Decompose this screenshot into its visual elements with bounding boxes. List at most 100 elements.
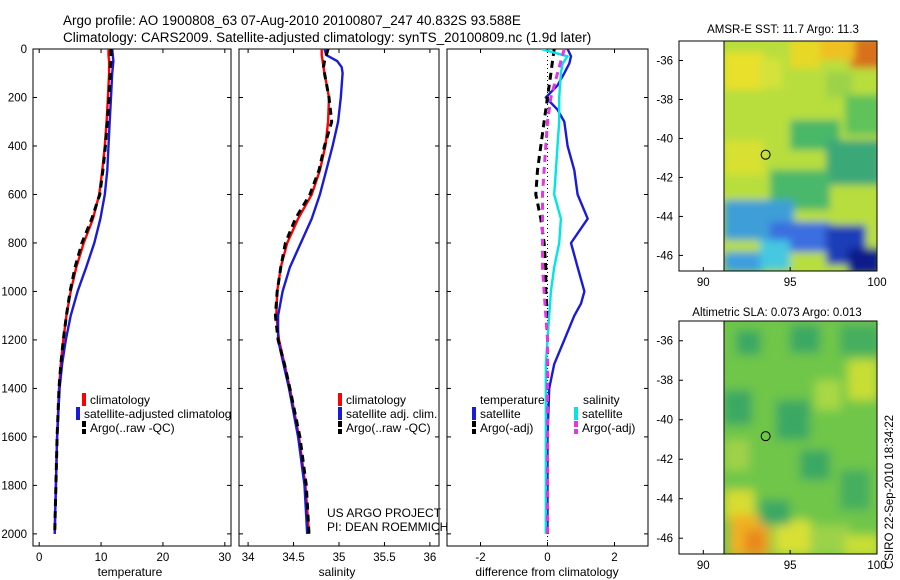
series-line-climatology [53,49,111,534]
x-tick-label: 20 [157,552,170,564]
legend-swatch-argo-dash [338,429,342,434]
temperature-axis-ticks: 0 10 20 30 [36,49,231,564]
y-tick-label: 400 [8,141,27,153]
x-tick-label: -2 [475,552,485,564]
legend-swatch-satellite [76,407,80,420]
difference-series [534,49,589,534]
figure-title-line1: Argo profile: AO 1900808_63 07-Aug-2010 … [63,13,521,28]
salinity-series [273,49,344,534]
map-y-tick-label: -36 [656,336,673,348]
map-y-tick-label: -40 [656,133,673,145]
y-tick-label: 0 [21,44,27,56]
map-y-tick-label: -46 [656,250,673,262]
sla-map-title: Altimetric SLA: 0.073 Argo: 0.013 [692,307,861,319]
map-y-tick-label: -38 [656,375,673,387]
sla-map-ticks: -36 -38 -40 -42 -44 -46 90 95 100 [656,320,887,572]
map-y-tick-label: -46 [656,533,673,545]
salinity-axis-ticks: 34 34.5 35 35.5 36 [242,49,437,564]
map-y-tick-label: -38 [656,94,673,106]
x-tick-label: 35 [333,552,346,564]
legend-swatch-climatology [338,393,342,406]
x-tick-label: 36 [424,552,437,564]
temperature-series [53,49,115,534]
salinity-axes [238,48,440,547]
y-tick-label: 2000 [1,529,27,541]
project-note: US ARGO PROJECT [327,506,442,520]
sst-map-field [724,41,877,271]
legend-label-sal-satellite: satellite [582,407,623,421]
legend-label-climatology: climatology [346,393,406,407]
figure-title-line2: Climatology: CARS2009. Satellite-adjuste… [63,30,591,45]
legend-label-satellite: satellite-adjusted climatology [84,407,237,421]
map-y-tick-label: -36 [656,55,673,67]
map-x-tick-label: 100 [867,277,886,289]
x-tick-label: 10 [95,552,108,564]
legend-title-temperature: temperature [480,393,545,407]
y-tick-label: 1600 [1,432,27,444]
y-tick-label: 600 [8,189,27,201]
x-tick-label: 34 [242,552,255,564]
pi-note: PI: DEAN ROEMMICH [327,520,448,534]
y-tick-label: 1200 [1,335,27,347]
legend-title-salinity: salinity [583,393,620,407]
map-axes-frame [678,320,878,555]
series-line-satellite [540,49,569,534]
map-x-tick-label: 100 [867,560,886,572]
legend-swatch-temp-satellite [472,407,476,420]
map-y-tick-label: -40 [656,415,673,427]
legend-swatch-temp-argo-dash [472,429,476,434]
series-line-satellite-adjusted-climatology [53,49,115,534]
legend-label-temp-argo: Argo(-adj) [480,421,533,435]
difference-axis-ticks: -2 0 2 [475,49,618,564]
difference-axis-label: difference from climatology [475,565,618,579]
map-axes-frame [678,40,878,272]
sla-argo-marker [760,431,771,442]
y-tick-label: 1000 [1,286,27,298]
map-y-tick-label: -42 [656,172,673,184]
series-line-satellite-adj-clim [276,49,344,534]
x-tick-label: 0 [544,552,550,564]
legend-swatch-temp-argo [472,421,476,427]
temperature-axis-label: temperature [98,565,163,579]
salinity-axis-label: salinity [319,565,356,579]
legend-label-argo: Argo(..raw -QC) [90,421,175,435]
legend-label-temp-satellite: satellite [480,407,521,421]
x-tick-label: 30 [218,552,231,564]
series-line-argo-adj [541,49,566,534]
map-x-tick-label: 95 [784,277,797,289]
y-tick-label: 1800 [1,480,27,492]
legend-swatch-argo [82,421,86,427]
difference-legend: temperature salinity satellite Argo(-adj… [472,393,635,435]
series-line-satellite [544,49,589,534]
temperature-legend: climatology satellite-adjusted climatolo… [76,393,237,435]
y-tick-label: 200 [8,92,27,104]
salinity-legend: climatology satellite adj. clim. Argo(..… [338,393,437,435]
x-tick-label: 35.5 [373,552,395,564]
map-x-tick-label: 95 [784,560,797,572]
map-x-tick-label: 90 [697,277,710,289]
legend-label-satellite: satellite adj. clim. [346,407,437,421]
legend-swatch-argo-dash [82,429,86,434]
sla-map-field [724,321,877,554]
legend-swatch-satellite [338,407,342,420]
depth-axis-ticks: 0 200 400 600 800 1000 1200 1400 1600 1800 2000 [1,44,648,541]
y-tick-label: 1400 [1,383,27,395]
x-tick-label: 0 [36,552,42,564]
map-y-tick-label: -42 [656,454,673,466]
series-line-argo-raw-qc [273,49,334,534]
legend-label-sal-argo: Argo(-adj) [582,421,635,435]
legend-swatch-sal-satellite [574,407,578,420]
legend-label-climatology: climatology [90,393,150,407]
legend-swatch-sal-argo-dash [574,429,578,434]
timestamp: CSIRO 22-Sep-2010 18:34:22 [884,415,896,569]
sst-map-ticks: -36 -38 -40 -42 -44 -46 90 95 100 [656,40,887,289]
x-tick-label: 2 [611,552,617,564]
legend-swatch-climatology [82,393,86,406]
map-x-tick-label: 90 [697,560,710,572]
map-y-tick-label: -44 [656,494,673,506]
sst-map-title: AMSR-E SST: 11.7 Argo: 11.3 [707,24,859,36]
legend-swatch-sal-argo [574,421,578,427]
x-tick-label: 34.5 [282,552,304,564]
legend-swatch-argo [338,421,342,427]
